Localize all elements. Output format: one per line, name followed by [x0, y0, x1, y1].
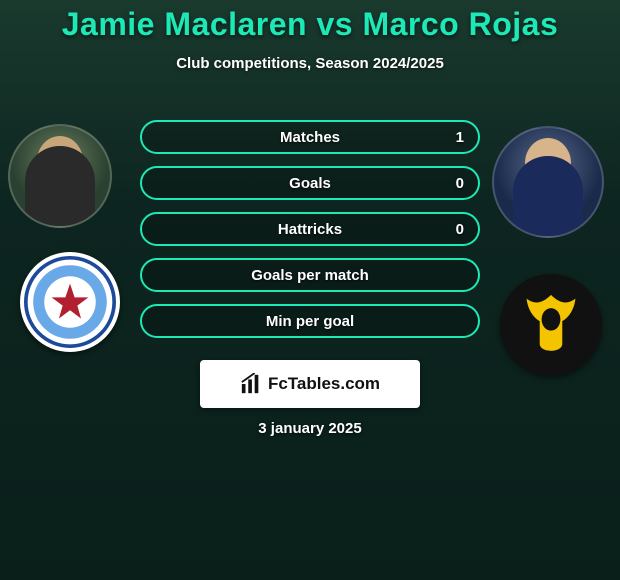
subtitle: Club competitions, Season 2024/2025 [0, 55, 620, 72]
chart-icon [240, 373, 262, 395]
stat-row-goals: Goals 0 [140, 166, 480, 200]
stat-row-goals-per-match: Goals per match [140, 258, 480, 292]
stat-label: Min per goal [266, 313, 354, 330]
player-left-photo [8, 124, 112, 228]
stat-label: Matches [280, 129, 340, 146]
branding-text: FcTables.com [268, 374, 380, 394]
branding-badge: FcTables.com [200, 360, 420, 408]
date-text: 3 january 2025 [0, 420, 620, 437]
stat-value-right: 0 [456, 175, 464, 192]
player-right-photo [492, 126, 604, 238]
stat-label: Goals per match [251, 267, 369, 284]
stat-label: Hattricks [278, 221, 342, 238]
stat-row-hattricks: Hattricks 0 [140, 212, 480, 246]
stat-label: Goals [289, 175, 331, 192]
avatar-body [513, 156, 583, 238]
stat-row-matches: Matches 1 [140, 120, 480, 154]
page-title: Jamie Maclaren vs Marco Rojas [0, 0, 620, 43]
stat-value-right: 0 [456, 221, 464, 238]
melbourne-city-icon [24, 256, 116, 348]
club-left-badge [20, 252, 120, 352]
stat-value-right: 1 [456, 129, 464, 146]
club-right-badge [500, 274, 602, 376]
avatar-body [25, 146, 95, 228]
wellington-phoenix-icon [504, 278, 598, 372]
stat-row-min-per-goal: Min per goal [140, 304, 480, 338]
stats-list: Matches 1 Goals 0 Hattricks 0 Goals per … [140, 120, 480, 350]
